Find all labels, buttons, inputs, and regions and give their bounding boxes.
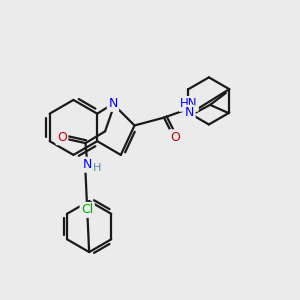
Text: N: N [83, 158, 92, 171]
Text: N: N [185, 106, 194, 119]
Text: HN: HN [180, 98, 197, 110]
Text: O: O [57, 131, 67, 144]
Text: N: N [108, 98, 118, 110]
Text: H: H [93, 163, 101, 173]
Text: O: O [170, 131, 180, 144]
Text: Cl: Cl [81, 203, 93, 216]
